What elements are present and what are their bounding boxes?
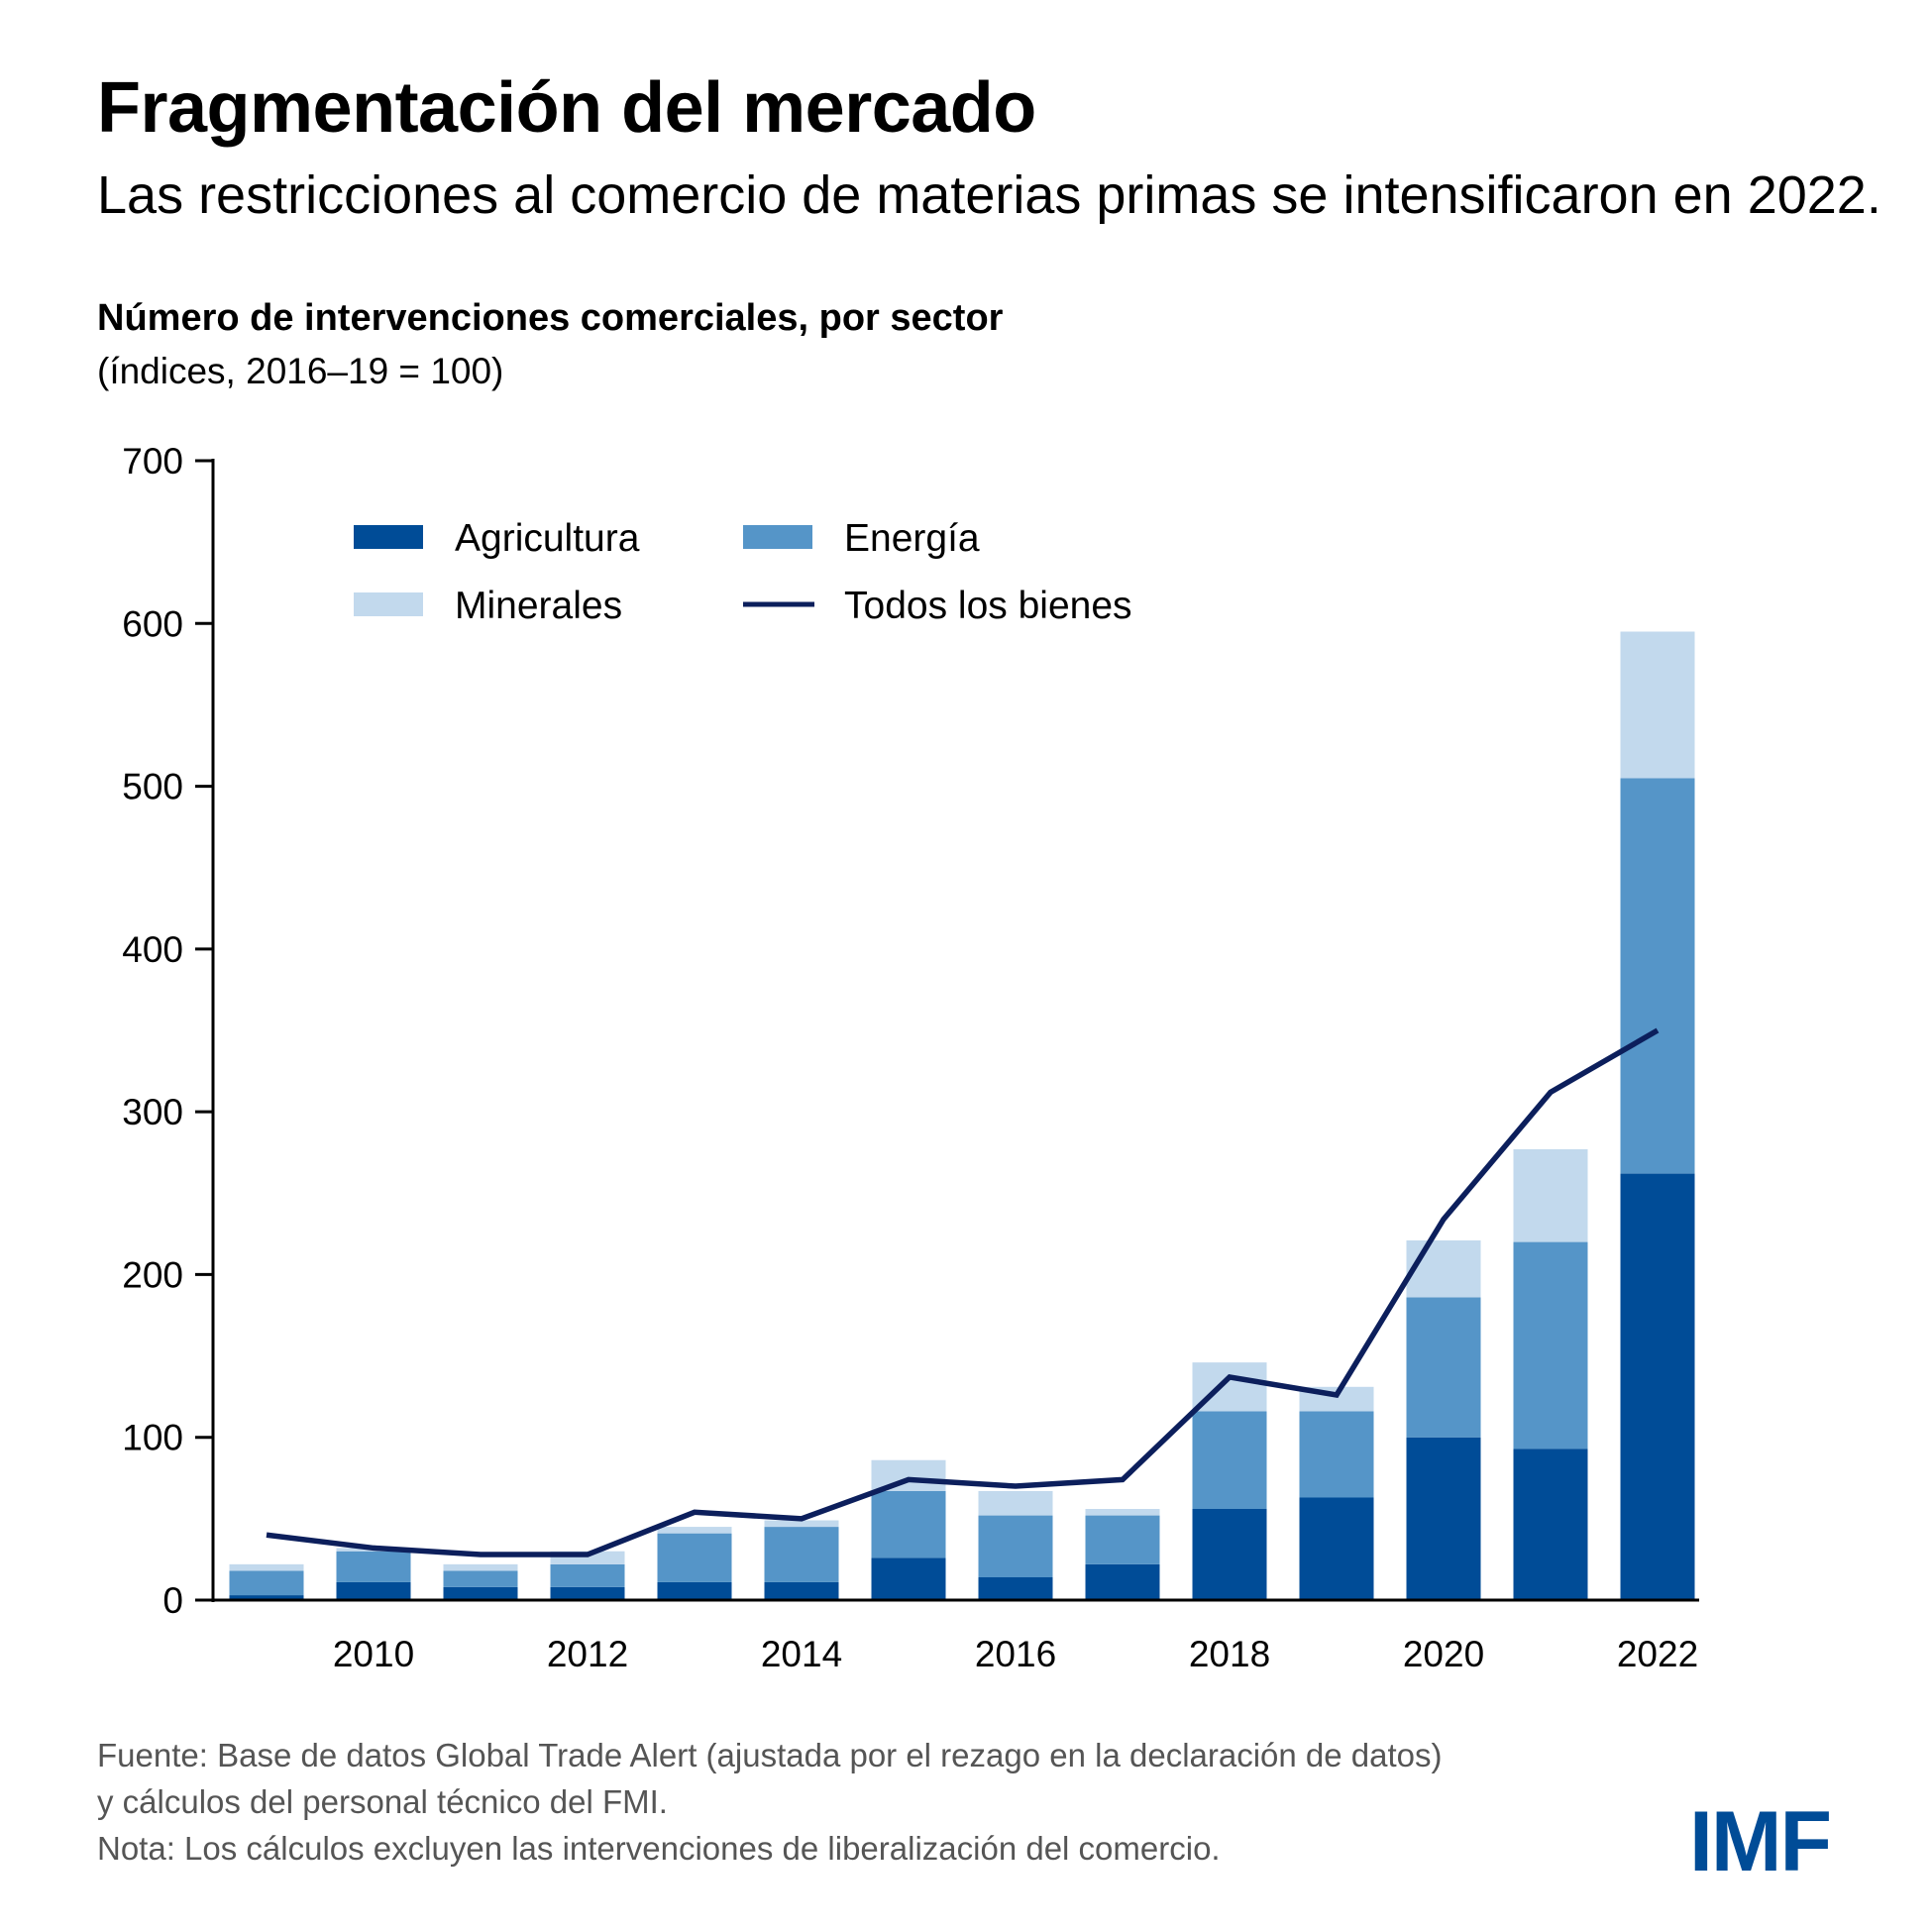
bar-energia — [871, 1490, 946, 1558]
y-tick-label: 200 — [122, 1254, 183, 1295]
bar-agricultura — [978, 1577, 1053, 1600]
bar-minerales — [1085, 1509, 1160, 1516]
x-tick-label: 2016 — [975, 1634, 1056, 1674]
source-line-1: Fuente: Base de datos Global Trade Alert… — [97, 1737, 1443, 1773]
bar-minerales — [229, 1563, 304, 1571]
bar-energia — [1085, 1515, 1160, 1564]
x-tick-label: 2022 — [1617, 1634, 1698, 1674]
y-tick-label: 100 — [122, 1418, 183, 1458]
legend-swatch — [743, 525, 812, 549]
legend-agricultura: Agricultura — [354, 517, 640, 560]
y-tick-label: 400 — [122, 929, 183, 970]
legend-swatch — [354, 525, 423, 549]
y-tick-label: 0 — [162, 1580, 183, 1621]
bar-agricultura — [1406, 1437, 1481, 1600]
source-line-2: y cálculos del personal técnico del FMI. — [97, 1783, 668, 1820]
axes-group: 0 100 200 300 400 500 600 700 2010 2012 2014 2016 20… — [122, 441, 1699, 1674]
legend-label: Todos los bienes — [844, 585, 1132, 627]
line-todos-los-bienes — [266, 1027, 1660, 1557]
bar-minerales — [657, 1527, 732, 1534]
y-tick-label: 700 — [122, 441, 183, 482]
x-tick-label: 2014 — [761, 1634, 842, 1674]
legend-label: Energía — [844, 517, 980, 560]
y-tick-label: 600 — [122, 603, 183, 644]
bar-agricultura — [443, 1586, 518, 1600]
legend: Agricultura Energía Minerales Todos los bie… — [354, 517, 1132, 627]
bar-energia — [1406, 1297, 1481, 1438]
bar-agricultura — [1192, 1509, 1267, 1600]
legend-energia: Energía — [743, 517, 980, 560]
bar-minerales — [764, 1520, 839, 1528]
bar-energia — [978, 1515, 1053, 1577]
legend-todos-los-bienes: Todos los bienes — [743, 585, 1132, 627]
bars-group — [229, 631, 1695, 1600]
bar-energia — [443, 1570, 518, 1587]
legend-swatch — [354, 592, 423, 616]
bar-agricultura — [1513, 1449, 1588, 1600]
chart-title: Fragmentación del mercado — [97, 68, 1036, 148]
chart-units: (índices, 2016–19 = 100) — [97, 351, 504, 391]
bar-minerales — [1406, 1239, 1481, 1298]
bar-minerales — [443, 1563, 518, 1571]
y-tick-label: 500 — [122, 767, 183, 807]
x-tick-label: 2018 — [1189, 1634, 1270, 1674]
bar-energia — [764, 1527, 839, 1582]
y-tick-label: 300 — [122, 1092, 183, 1132]
bar-energia — [1299, 1411, 1374, 1498]
bar-energia — [550, 1563, 625, 1587]
bar-energia — [336, 1551, 411, 1582]
bar-agricultura — [550, 1586, 625, 1600]
bar-agricultura — [657, 1581, 732, 1600]
bar-agricultura — [336, 1581, 411, 1600]
chart-heading: Número de intervenciones comerciales, po… — [97, 297, 1004, 339]
chart-subtitle: Las restricciones al comercio de materia… — [97, 165, 1881, 225]
bar-agricultura — [1620, 1173, 1695, 1600]
bar-agricultura — [229, 1595, 304, 1600]
note-line: Nota: Los cálculos excluyen las interven… — [97, 1830, 1221, 1867]
x-tick-label: 2012 — [547, 1634, 628, 1674]
legend-label: Minerales — [455, 585, 622, 627]
bar-minerales — [1620, 631, 1695, 779]
bar-minerales — [978, 1490, 1053, 1516]
bar-energia — [657, 1533, 732, 1582]
bar-agricultura — [871, 1557, 946, 1600]
bar-agricultura — [764, 1581, 839, 1600]
x-tick-label: 2010 — [333, 1634, 414, 1674]
line-group — [266, 1027, 1660, 1557]
bar-energia — [229, 1570, 304, 1596]
bar-energia — [1513, 1241, 1588, 1449]
imf-logo: IMF — [1689, 1794, 1832, 1889]
bar-agricultura — [1085, 1563, 1160, 1600]
bar-energia — [1192, 1411, 1267, 1509]
x-tick-label: 2020 — [1403, 1634, 1484, 1674]
bar-agricultura — [1299, 1497, 1374, 1600]
bar-minerales — [1513, 1148, 1588, 1242]
footer: Fuente: Base de datos Global Trade Alert… — [97, 1732, 1443, 1872]
legend-label: Agricultura — [455, 517, 640, 560]
bar-energia — [1620, 778, 1695, 1174]
legend-minerales: Minerales — [354, 585, 622, 627]
